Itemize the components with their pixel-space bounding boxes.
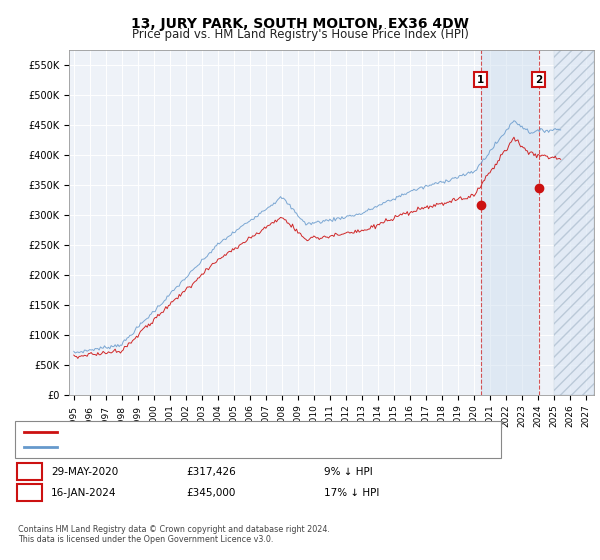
Text: Contains HM Land Registry data © Crown copyright and database right 2024.
This d: Contains HM Land Registry data © Crown c… [18,525,330,544]
Text: HPI: Average price, detached house, North Devon: HPI: Average price, detached house, Nort… [63,442,311,452]
Text: Price paid vs. HM Land Registry's House Price Index (HPI): Price paid vs. HM Land Registry's House … [131,28,469,41]
Text: 2: 2 [535,74,542,85]
Text: 17% ↓ HPI: 17% ↓ HPI [324,488,379,498]
Text: 1: 1 [26,466,33,477]
Text: 13, JURY PARK, SOUTH MOLTON, EX36 4DW (detached house): 13, JURY PARK, SOUTH MOLTON, EX36 4DW (d… [63,427,369,437]
Text: 9% ↓ HPI: 9% ↓ HPI [324,466,373,477]
Text: 1: 1 [477,74,484,85]
Bar [481,50,539,395]
Text: 2: 2 [26,488,33,498]
Text: 29-MAY-2020: 29-MAY-2020 [51,466,118,477]
Text: 16-JAN-2024: 16-JAN-2024 [51,488,116,498]
Text: 13, JURY PARK, SOUTH MOLTON, EX36 4DW: 13, JURY PARK, SOUTH MOLTON, EX36 4DW [131,17,469,31]
Text: £317,426: £317,426 [186,466,236,477]
Bar [554,50,594,395]
Text: £345,000: £345,000 [186,488,235,498]
